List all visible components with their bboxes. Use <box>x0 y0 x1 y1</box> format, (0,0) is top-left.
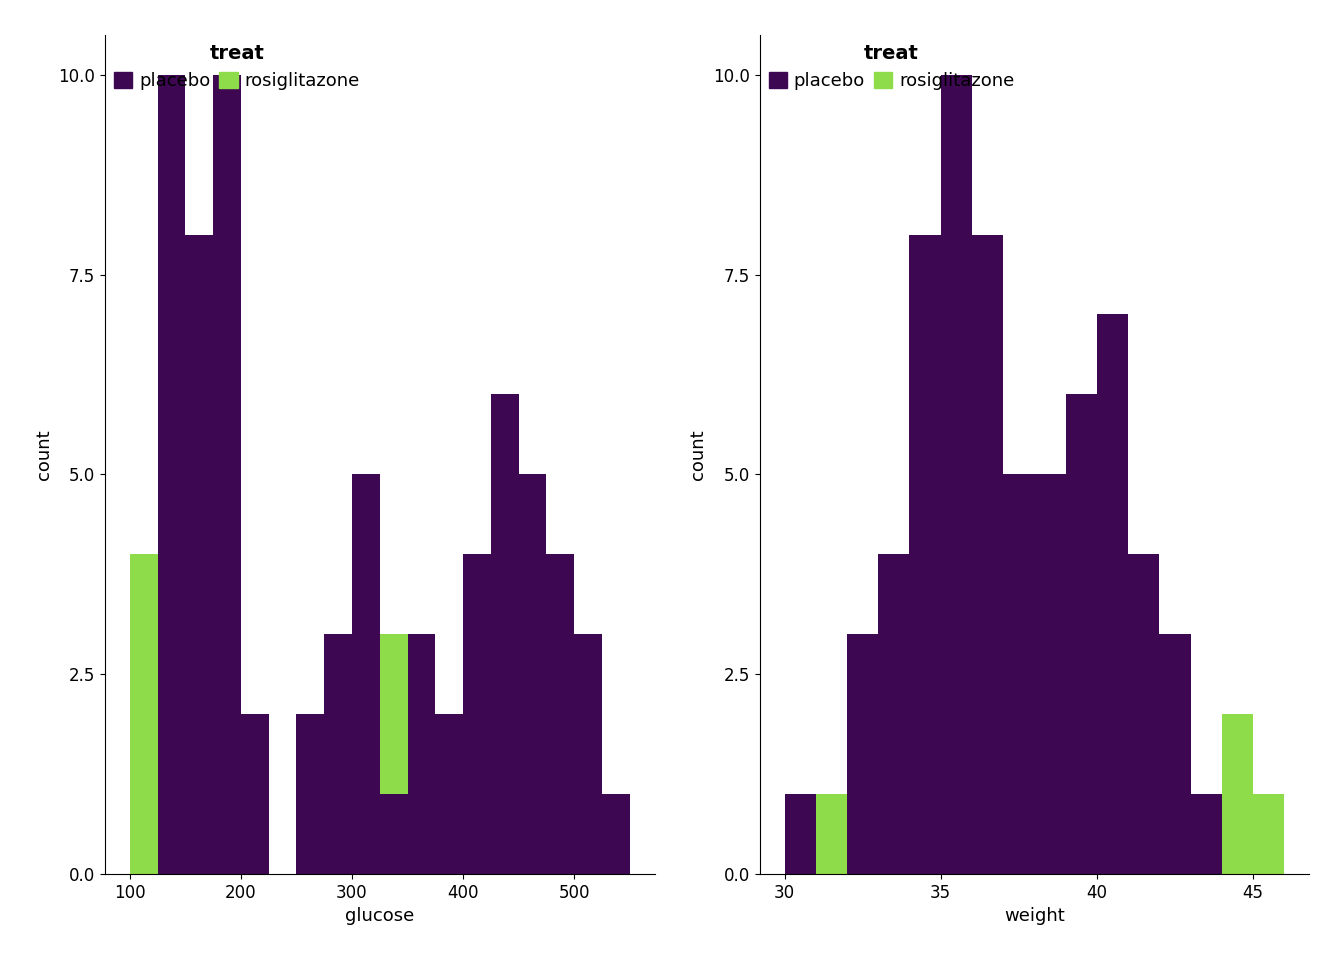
Bar <box>547 554 574 874</box>
Bar <box>214 234 241 874</box>
Bar <box>435 794 464 874</box>
Bar <box>157 554 185 874</box>
Bar <box>130 554 157 874</box>
Bar <box>1128 554 1160 874</box>
Bar <box>1253 794 1285 874</box>
Bar <box>324 635 352 874</box>
Bar <box>380 635 407 874</box>
Bar <box>464 554 491 874</box>
Bar <box>1035 474 1066 874</box>
Bar <box>941 474 972 874</box>
Bar <box>380 635 407 794</box>
Bar <box>816 794 847 874</box>
Bar <box>1191 794 1222 874</box>
Bar <box>464 794 491 874</box>
Bar <box>130 554 157 874</box>
Y-axis label: count: count <box>689 429 707 480</box>
Legend: placebo, rosiglitazone: placebo, rosiglitazone <box>114 44 360 90</box>
Bar <box>878 714 910 874</box>
Bar <box>602 794 629 874</box>
Bar <box>972 635 1003 874</box>
Bar <box>1066 635 1097 874</box>
Bar <box>602 794 629 874</box>
Bar <box>1097 635 1128 874</box>
Bar <box>816 794 847 874</box>
Bar <box>491 794 519 874</box>
Bar <box>185 234 214 874</box>
Bar <box>157 75 185 874</box>
Legend: placebo, rosiglitazone: placebo, rosiglitazone <box>769 44 1015 90</box>
Bar <box>241 714 269 874</box>
Bar <box>519 474 547 874</box>
Bar <box>847 794 878 874</box>
Bar <box>1035 635 1066 874</box>
Bar <box>574 635 602 874</box>
Bar <box>185 234 214 874</box>
Bar <box>380 794 407 874</box>
Bar <box>1222 714 1253 874</box>
Bar <box>972 234 1003 874</box>
Bar <box>910 714 941 874</box>
Bar <box>910 234 941 874</box>
Y-axis label: count: count <box>35 429 52 480</box>
Bar <box>1160 635 1191 874</box>
Bar <box>1128 635 1160 874</box>
Bar <box>407 635 435 874</box>
Bar <box>519 794 547 874</box>
Bar <box>1066 395 1097 874</box>
Bar <box>324 714 352 874</box>
Bar <box>241 794 269 874</box>
Bar <box>1003 635 1035 874</box>
Bar <box>1191 794 1222 874</box>
Bar <box>1222 714 1253 874</box>
Bar <box>214 75 241 874</box>
Bar <box>435 714 464 874</box>
Bar <box>1003 474 1035 874</box>
Bar <box>407 794 435 874</box>
Bar <box>847 635 878 874</box>
Bar <box>785 794 816 874</box>
Bar <box>1097 315 1128 874</box>
Bar <box>547 794 574 874</box>
Bar <box>941 75 972 874</box>
X-axis label: weight: weight <box>1004 907 1064 925</box>
Bar <box>878 554 910 874</box>
Bar <box>1253 794 1285 874</box>
X-axis label: glucose: glucose <box>345 907 414 925</box>
Bar <box>574 794 602 874</box>
Bar <box>297 714 324 874</box>
Bar <box>352 635 380 874</box>
Bar <box>1160 794 1191 874</box>
Bar <box>352 474 380 874</box>
Bar <box>491 395 519 874</box>
